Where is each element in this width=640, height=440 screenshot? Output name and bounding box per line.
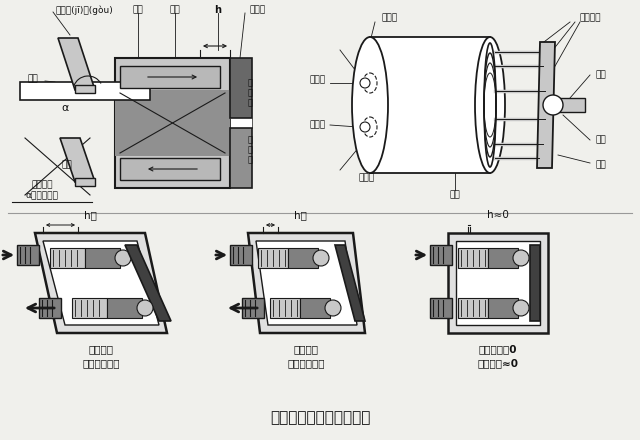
Text: 輸出流量≈0: 輸出流量≈0 [477, 358, 518, 368]
Polygon shape [248, 233, 365, 333]
Circle shape [325, 300, 341, 316]
Ellipse shape [352, 37, 388, 173]
Bar [120, 158, 220, 180]
Text: 斜盤角鈎為0: 斜盤角鈎為0 [479, 344, 517, 354]
Circle shape [513, 300, 529, 316]
Bar [72, 298, 107, 318]
Circle shape [513, 250, 529, 266]
Bar [50, 248, 85, 268]
Text: 柱塞: 柱塞 [132, 6, 143, 15]
Ellipse shape [475, 37, 505, 173]
Text: h≈0: h≈0 [487, 210, 509, 220]
Circle shape [543, 95, 563, 115]
Text: 腰形槽: 腰形槽 [382, 14, 398, 22]
Bar [370, 37, 490, 173]
Bar [458, 248, 488, 268]
Polygon shape [256, 241, 357, 325]
Circle shape [137, 300, 153, 316]
Polygon shape [530, 245, 540, 321]
Text: 油: 油 [248, 146, 253, 154]
Text: h大: h大 [84, 210, 97, 220]
Text: 柱塞組件: 柱塞組件 [579, 14, 601, 22]
Text: 吸: 吸 [248, 136, 253, 144]
Text: 斜盤: 斜盤 [595, 161, 605, 169]
Text: 輸出流量變少: 輸出流量變少 [287, 358, 324, 368]
Bar [115, 58, 230, 188]
Text: 輸出流量最大: 輸出流量最大 [83, 358, 120, 368]
Text: α角大小可變: α角大小可變 [26, 191, 58, 201]
Polygon shape [60, 138, 95, 182]
Text: 斜盤: 斜盤 [61, 161, 72, 169]
Text: 泵軸: 泵軸 [28, 74, 39, 84]
Bar [230, 58, 252, 118]
Bar [448, 233, 548, 333]
Bar [456, 241, 540, 325]
Circle shape [360, 122, 370, 132]
Text: h: h [214, 5, 221, 15]
Bar [230, 128, 252, 188]
Bar [17, 245, 39, 265]
Bar [242, 298, 264, 318]
Polygon shape [58, 38, 95, 90]
Text: h小: h小 [294, 210, 307, 220]
Text: 斜盤擺動: 斜盤擺動 [31, 180, 52, 190]
Circle shape [360, 78, 370, 88]
Bar [430, 298, 452, 318]
Text: 腔: 腔 [248, 155, 253, 165]
Text: 吸油口: 吸油口 [310, 76, 326, 84]
Bar [39, 298, 61, 318]
Bar [430, 245, 452, 265]
Bar [488, 248, 518, 268]
Bar [230, 245, 252, 265]
Bar [107, 298, 142, 318]
Bar [270, 298, 300, 318]
Polygon shape [537, 42, 555, 168]
Bar [75, 85, 95, 93]
Text: 腔: 腔 [248, 99, 253, 107]
Polygon shape [43, 241, 159, 325]
Bar [20, 82, 150, 100]
Text: 腰形槽: 腰形槽 [359, 173, 375, 183]
Text: 配油盤: 配油盤 [250, 6, 266, 15]
Bar [300, 298, 330, 318]
Text: 泵軸: 泵軸 [595, 70, 605, 80]
Bar [120, 66, 220, 88]
Polygon shape [35, 233, 167, 333]
Text: α: α [61, 103, 68, 113]
Bar [258, 248, 288, 268]
Bar [488, 298, 518, 318]
Bar [230, 118, 252, 128]
Bar [85, 248, 120, 268]
Bar [288, 248, 318, 268]
Polygon shape [125, 245, 171, 321]
Circle shape [313, 250, 329, 266]
Bar [458, 298, 488, 318]
Text: 排: 排 [248, 78, 253, 88]
Text: 變量機(jī)構(gòu): 變量機(jī)構(gòu) [55, 5, 113, 15]
Text: 出油口: 出油口 [310, 121, 326, 129]
Text: 油: 油 [248, 88, 253, 98]
Bar [75, 178, 95, 186]
Text: 缸體: 缸體 [450, 191, 460, 199]
Text: 斜盤式軸向柱塞泵的變量: 斜盤式軸向柱塞泵的變量 [270, 411, 370, 425]
Text: 缸體: 缸體 [170, 6, 180, 15]
Circle shape [115, 250, 131, 266]
Text: 斜盤角小: 斜盤角小 [294, 344, 319, 354]
Text: 耳軸: 耳軸 [595, 136, 605, 144]
Bar [115, 90, 230, 156]
Polygon shape [335, 245, 365, 321]
Bar [555, 98, 585, 112]
Text: 斜盤角大: 斜盤角大 [88, 344, 113, 354]
